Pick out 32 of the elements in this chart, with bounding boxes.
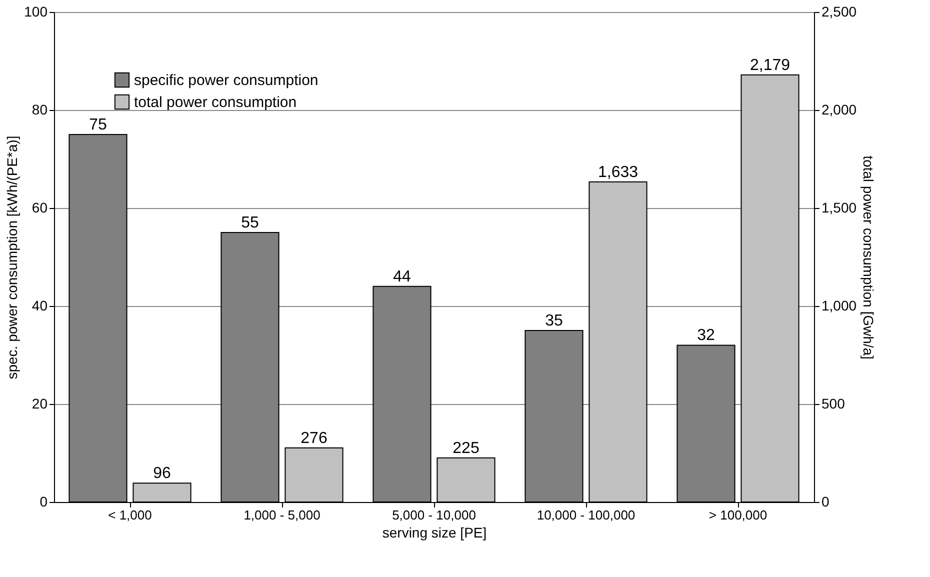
y2-tick-label: 2,000: [822, 102, 857, 118]
x-tick-label: 1,000 - 5,000: [244, 508, 320, 522]
y-tick-label: 80: [32, 102, 48, 118]
data-label: 276: [300, 430, 328, 447]
y2-tick-label: 2,500: [822, 4, 857, 20]
data-label: 44: [393, 268, 411, 286]
x-tick-label: 5,000 - 10,000: [392, 508, 476, 522]
data-label: 32: [697, 327, 715, 344]
data-label: 225: [452, 440, 480, 457]
y-axis-title: spec. power consumption [kWh/(PE*a)]: [4, 136, 20, 380]
x-tick-label: < 1,000: [108, 508, 152, 522]
legend-label: total power consumption: [134, 94, 297, 111]
x-tick-label: 10,000 - 100,000: [536, 508, 636, 522]
y-tick-label: 20: [32, 396, 48, 412]
y2-tick-label: 1,000: [822, 298, 857, 314]
y-tick-label: 40: [32, 298, 48, 314]
y-tick-label: 0: [40, 494, 48, 510]
data-label: 1,633: [598, 164, 638, 181]
data-label: 35: [545, 312, 563, 330]
y2-tick-label: 0: [822, 494, 830, 510]
data-label: 55: [241, 214, 259, 232]
y-tick-label: 100: [24, 4, 48, 20]
data-label: 75: [89, 116, 107, 134]
legend-label: specific power consumption: [134, 72, 318, 89]
x-axis-title: serving size [PE]: [382, 524, 487, 540]
y2-axis-title: total power consumption [Gwh/a]: [860, 156, 877, 360]
y2-tick-label: 1,500: [822, 200, 857, 216]
data-label: 2,179: [750, 56, 790, 74]
y2-tick-label: 500: [822, 396, 846, 412]
data-label: 96: [153, 465, 171, 482]
y-tick-label: 60: [32, 200, 48, 216]
x-tick-label: > 100,000: [708, 508, 768, 522]
